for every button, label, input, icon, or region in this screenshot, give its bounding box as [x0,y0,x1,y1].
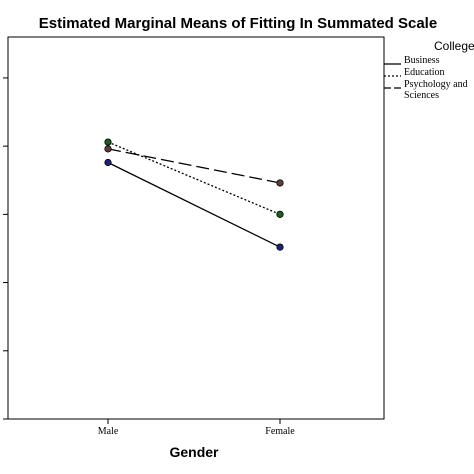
series-line [107,161,281,248]
data-point [276,243,284,251]
x-axis-tick-labels: Male Female [98,426,296,437]
x-axis-ticks [107,419,281,424]
series-line [107,141,281,215]
series-lines [107,141,281,248]
x-tick-label: Female [265,426,295,437]
data-point [104,145,112,153]
data-point [104,138,112,146]
y-axis-ticks [3,77,8,420]
series-line [107,148,281,184]
series-points [104,138,284,251]
plot-area-frame [7,36,385,420]
legend-title: College [434,39,474,53]
legend-label: Psychology and [404,79,468,90]
data-point [104,158,112,167]
legend-label: Education [404,67,445,78]
x-axis-label: Gender [169,444,219,460]
legend-label: Sciences [404,90,439,101]
x-tick-label: Male [98,426,119,437]
chart-title: Estimated Marginal Means of Fitting In S… [39,15,437,32]
data-point [276,210,284,218]
data-point [276,179,284,187]
legend-label: Business [404,55,440,66]
